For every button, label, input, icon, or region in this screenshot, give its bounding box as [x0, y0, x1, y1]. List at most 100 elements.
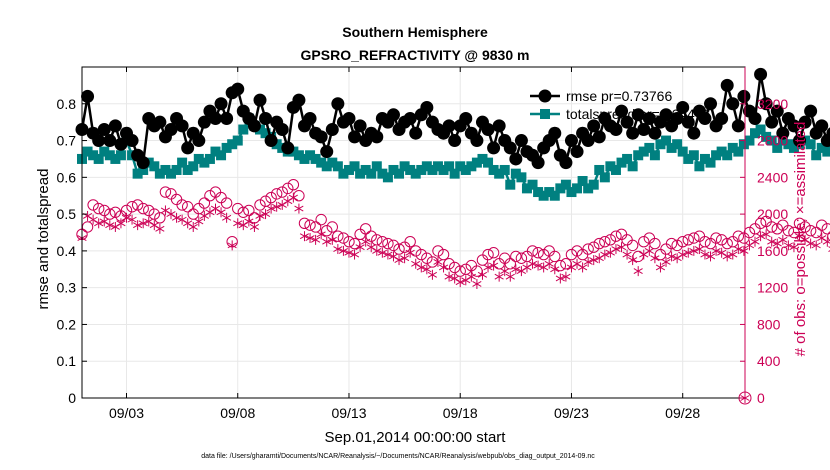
- rmse-point: [559, 156, 573, 170]
- rmse-point: [615, 104, 629, 118]
- totalspread-point: [744, 135, 755, 146]
- rmse-point: [175, 119, 189, 133]
- y-axis-label-left: rmse and totalspread: [35, 169, 52, 310]
- obs-assimilated-point: [527, 258, 538, 269]
- totalspread-point: [82, 146, 93, 157]
- totalspread-point: [649, 150, 660, 161]
- obs-possible-point: [565, 248, 578, 261]
- obs-assimilated-point: [105, 220, 115, 231]
- obs-possible-point: [371, 234, 383, 246]
- obs-assimilated-point: [505, 271, 515, 282]
- obs-possible-point: [448, 261, 461, 274]
- plot-area: [75, 67, 830, 289]
- obs-possible-point: [582, 243, 594, 255]
- totalspread-point: [588, 179, 599, 190]
- rmse-point: [759, 97, 773, 111]
- totalspread-point: [460, 164, 471, 175]
- rmse-point: [247, 119, 261, 133]
- obs-assimilated-point: [466, 271, 476, 282]
- rmse-point: [687, 126, 701, 140]
- obs-assimilated-point: [783, 240, 793, 251]
- obs-assimilated-point: [555, 273, 565, 284]
- obs-assimilated-point: [655, 262, 666, 273]
- legend: rmse pr=0.73766 totalspread pr=0.64476: [530, 88, 711, 122]
- totalspread-point: [238, 124, 249, 135]
- rmse-point: [731, 119, 745, 133]
- totalspread-point: [371, 161, 382, 172]
- obs-possible-point: [671, 239, 683, 252]
- totalspread-point: [672, 139, 683, 150]
- obs-assimilated-point: [666, 251, 677, 262]
- obs-assimilated-point: [116, 218, 126, 229]
- obs-possible-point: [376, 235, 389, 248]
- obs-possible-point: [315, 213, 327, 226]
- totalspread-point: [572, 183, 583, 194]
- totalspread-point: [132, 168, 143, 179]
- totalspread-point: [427, 164, 438, 175]
- totalspread-point: [171, 164, 182, 175]
- totalspread-point: [772, 142, 783, 153]
- legend-rmse-label: rmse pr=0.73766: [566, 88, 672, 104]
- obs-possible-point: [154, 212, 166, 224]
- totalspread-point: [661, 135, 672, 146]
- obs-assimilated-point: [511, 264, 521, 275]
- chart-title: Southern Hemisphere: [342, 24, 488, 40]
- totalspread-point: [343, 164, 354, 175]
- y-right-tick-label: 2400: [757, 169, 788, 185]
- obs-possible-point: [704, 237, 717, 250]
- totalspread-point: [410, 168, 421, 179]
- totalspread-point: [527, 179, 538, 190]
- totalspread-point: [494, 168, 505, 179]
- obs-possible-point: [743, 226, 756, 239]
- rmse-point: [292, 93, 306, 107]
- obs-possible-point: [521, 250, 533, 263]
- obs-assimilated-point: [533, 260, 543, 271]
- totalspread-point: [488, 164, 499, 175]
- obs-possible-point: [437, 248, 450, 261]
- obs-possible-point: [476, 254, 489, 266]
- obs-assimilated-point: [210, 203, 221, 214]
- obs-assimilated-point: [411, 258, 421, 269]
- totalspread-point: [149, 161, 160, 172]
- obs-assimilated-point: [661, 256, 671, 267]
- rmse-point: [136, 156, 150, 170]
- totalspread-point: [805, 139, 816, 150]
- obs-assimilated-point: [500, 266, 510, 277]
- rmse-point: [648, 126, 662, 140]
- obs-possible-point: [181, 201, 194, 213]
- obs-assimilated-point: [444, 271, 454, 282]
- obs-assimilated-point: [711, 245, 721, 256]
- totalspread-point: [432, 161, 443, 172]
- obs-assimilated-point: [88, 214, 98, 225]
- rmse-point: [704, 97, 718, 111]
- rmse-point: [748, 111, 762, 125]
- rmse-point: [420, 100, 434, 114]
- rmse-point: [386, 108, 400, 122]
- obs-possible-point: [332, 230, 344, 242]
- obs-assimilated-point: [327, 234, 337, 245]
- obs-assimilated-point: [272, 201, 282, 212]
- totalspread-point: [766, 135, 777, 146]
- obs-possible-point: [554, 259, 567, 272]
- totalspread-point: [99, 146, 110, 157]
- rmse-point: [153, 115, 167, 129]
- obs-assimilated-point: [82, 210, 93, 221]
- rmse-point: [370, 130, 384, 144]
- obs-possible-point: [504, 258, 516, 270]
- totalspread-point: [388, 164, 399, 175]
- obs-assimilated-point: [455, 277, 465, 288]
- x-tick-label: 09/03: [109, 405, 144, 421]
- obs-assimilated-point: [616, 242, 627, 253]
- obs-possible-point: [804, 224, 817, 237]
- obs-possible-point: [660, 243, 672, 255]
- obs-assimilated-point: [561, 271, 571, 282]
- rmse-point: [592, 130, 606, 144]
- obs-possible-point: [782, 224, 795, 237]
- totalspread-point: [755, 124, 766, 135]
- obs-possible-point: [215, 191, 227, 204]
- obs-possible-point: [499, 252, 511, 264]
- obs-assimilated-point: [216, 207, 226, 218]
- obs-possible-point: [626, 239, 639, 252]
- obs-possible-point: [454, 265, 466, 277]
- rmse-point: [581, 134, 595, 148]
